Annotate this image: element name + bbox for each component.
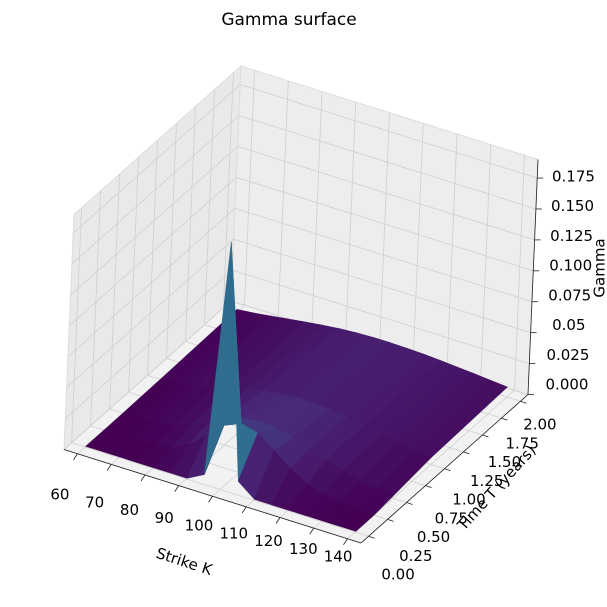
grid-line [277, 80, 289, 316]
grid-line [379, 112, 390, 348]
tick-mark [106, 464, 112, 471]
y-tick-label: 1.50 [488, 453, 521, 471]
z-axis-label: Gamma [591, 238, 607, 297]
tick-mark [309, 527, 315, 535]
tick-mark [208, 496, 213, 503]
z-tick-label: 0.100 [549, 257, 592, 275]
grid-line [66, 238, 234, 388]
grid-line [311, 91, 323, 327]
x-tick-label: 120 [254, 532, 283, 550]
z-tick-label: 0.175 [552, 167, 595, 185]
y-tick-label: 0.25 [399, 547, 432, 565]
y-tick-label: 0.50 [417, 528, 450, 546]
grid-line [147, 140, 158, 376]
grid-line [68, 177, 237, 327]
surface-patch [338, 508, 375, 532]
tick-mark [275, 517, 281, 524]
x-tick-label: 80 [120, 501, 139, 519]
tick-mark [444, 468, 451, 472]
grid-line [232, 269, 530, 364]
grid-line [72, 84, 241, 234]
grid-line [236, 176, 534, 272]
grid-line [70, 146, 238, 296]
grid-line [223, 72, 234, 308]
grid-line [244, 70, 255, 306]
grid-line [71, 442, 369, 537]
z-tick-label: 0.075 [548, 286, 591, 304]
grid-line [446, 133, 458, 370]
grid-line [71, 115, 240, 265]
x-tick-label: 70 [85, 493, 104, 511]
grid-line [234, 207, 533, 303]
grid-line [233, 238, 531, 334]
grid-line [412, 123, 424, 359]
x-tick-label: 60 [50, 486, 69, 504]
y-tick-label: 2.00 [523, 416, 556, 434]
y-tick-label: 0.00 [381, 566, 414, 584]
grid-line [240, 84, 538, 179]
grid-line [238, 115, 537, 210]
grid-line [480, 144, 492, 380]
grid-line [237, 146, 535, 241]
y-tick-label: 1.00 [452, 491, 485, 509]
x-tick-label: 130 [289, 540, 318, 558]
tick-mark [520, 400, 527, 404]
tick-mark [501, 417, 508, 421]
y-tick-label: 1.25 [470, 472, 503, 490]
tick-mark [368, 535, 375, 539]
chart-title: Gamma surface [221, 10, 356, 30]
x-tick-label: 140 [324, 548, 353, 566]
grid-line [71, 207, 82, 443]
grid-line [109, 173, 120, 410]
z-axis [527, 159, 539, 395]
y-axis [360, 394, 529, 544]
grid-line [185, 106, 196, 342]
grid-line [345, 102, 357, 338]
grid-line [90, 190, 101, 426]
x-tick-label: 90 [155, 509, 174, 527]
tick-mark [174, 485, 180, 492]
x-tick-label: 110 [219, 524, 248, 542]
grid-line [514, 155, 525, 391]
grid-line [67, 207, 236, 358]
tick-mark [482, 434, 489, 438]
tick-mark [73, 453, 78, 460]
tick-mark [425, 485, 432, 489]
tick-mark [463, 451, 470, 455]
grid-line [63, 300, 232, 450]
tick-mark [241, 506, 247, 514]
y-tick-label: 1.75 [505, 434, 538, 452]
tick-mark [343, 538, 348, 545]
x-tick-label: 100 [185, 517, 214, 535]
tick-mark [406, 502, 413, 505]
x-axis-label: Strike K [154, 544, 216, 579]
z-tick-label: 0.025 [546, 346, 589, 364]
y-tick-label: 0.75 [435, 509, 468, 527]
grid-line [166, 123, 177, 359]
grid-line [204, 89, 215, 325]
x-axis [63, 449, 362, 544]
grid-line [65, 269, 233, 419]
tick-mark [140, 474, 146, 482]
z-tick-label: 0.125 [550, 227, 593, 245]
z-tick-label: 0.150 [551, 197, 594, 215]
tick-mark [387, 518, 394, 522]
z-tick-label: 0.05 [552, 316, 585, 334]
grid-line [128, 157, 139, 393]
z-tick-label: 0.000 [546, 376, 589, 394]
